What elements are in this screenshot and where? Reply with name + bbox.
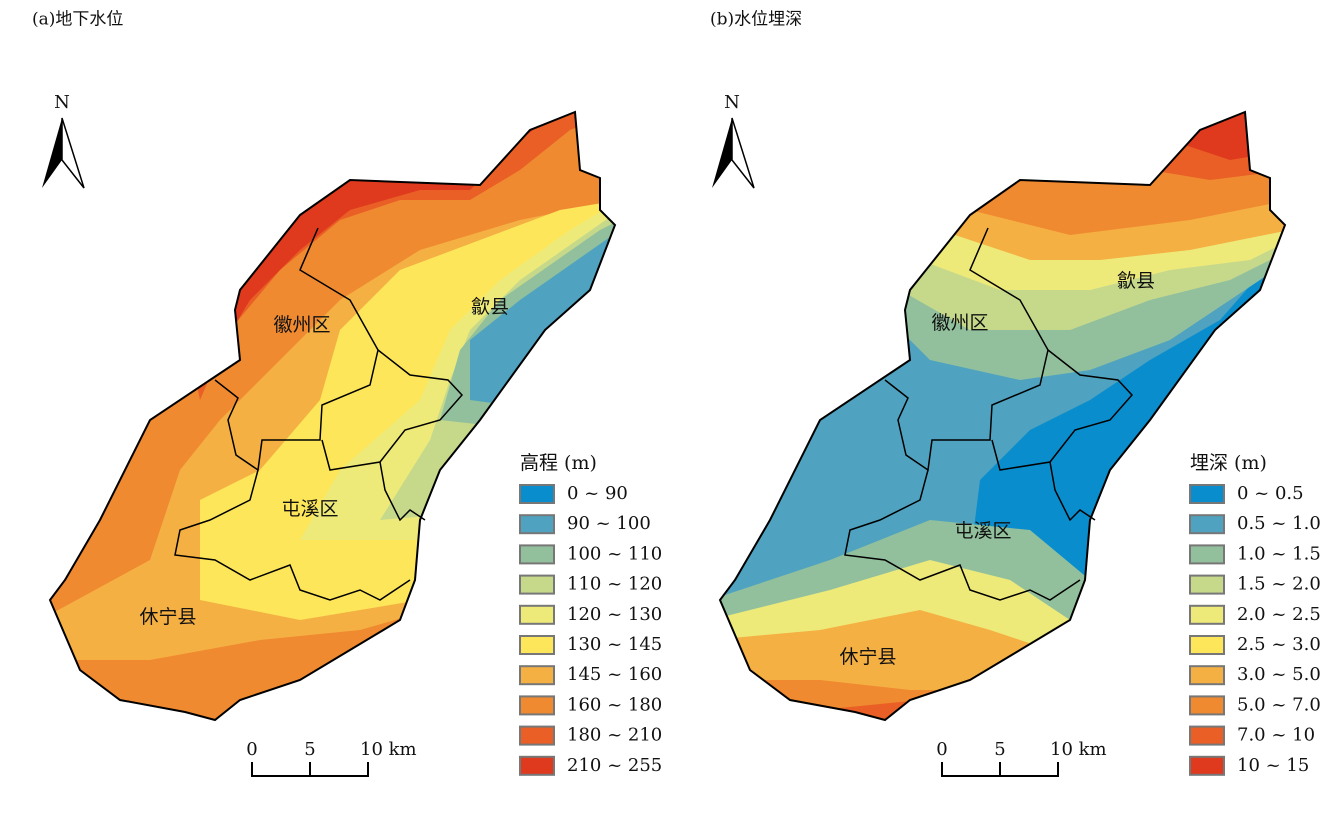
legend-swatch — [519, 484, 555, 504]
legend-label: 2.0 ~ 2.5 — [1237, 604, 1321, 625]
legend-swatch — [519, 695, 555, 716]
legend-swatch — [1189, 574, 1225, 595]
legend-label: 120 ~ 130 — [567, 604, 662, 625]
north-arrow-left — [42, 118, 62, 188]
region-label: 屯溪区 — [281, 498, 338, 520]
legend-label: 180 ~ 210 — [567, 725, 662, 746]
region-label: 徽州区 — [273, 314, 330, 336]
legend-swatch — [519, 665, 555, 686]
legend-label: 0 ~ 90 — [567, 483, 628, 504]
legend-swatch — [519, 544, 555, 565]
legend-label: 1.5 ~ 2.0 — [1237, 574, 1321, 595]
legend-swatch — [1189, 725, 1225, 746]
legend-label: 0.5 ~ 1.0 — [1237, 513, 1321, 534]
scale-label: 5 — [994, 739, 1005, 760]
legend-label: 0 ~ 0.5 — [1237, 483, 1304, 504]
legend-label: 130 ~ 145 — [567, 634, 662, 655]
region-label: 屯溪区 — [954, 520, 1011, 542]
legend-label: 10 ~ 15 — [1237, 755, 1309, 776]
legend-swatch — [519, 725, 555, 746]
legend-label: 110 ~ 120 — [567, 574, 662, 595]
legend-title: 高程 (m) — [520, 452, 597, 474]
district-border — [379, 461, 426, 522]
legend-swatch — [519, 755, 555, 776]
legend-label: 90 ~ 100 — [567, 513, 651, 534]
scale-label: 0 — [246, 739, 257, 760]
legend-label: 1.0 ~ 1.5 — [1237, 543, 1321, 564]
panel-title: (a)地下水位 — [32, 10, 123, 30]
scale-label: 10 km — [360, 739, 417, 760]
legend-label: 210 ~ 255 — [567, 755, 662, 776]
region-label: 休宁县 — [839, 646, 896, 668]
legend-swatch — [1189, 514, 1225, 535]
north-arrow-left — [712, 118, 732, 188]
legend-swatch — [519, 574, 555, 595]
panel-title: (b)水位埋深 — [710, 10, 802, 30]
legend-label: 100 ~ 110 — [567, 543, 662, 564]
scale-label: 5 — [304, 739, 315, 760]
legend-swatch — [1189, 665, 1225, 686]
district-border — [321, 349, 464, 471]
legend-swatch — [1189, 484, 1225, 504]
legend-swatch — [519, 635, 555, 655]
legend-label: 7.0 ~ 10 — [1237, 725, 1315, 746]
district-border — [174, 469, 411, 601]
scale-label: 10 km — [1050, 739, 1107, 760]
legend-label: 3.0 ~ 5.0 — [1237, 664, 1321, 685]
district-border — [884, 227, 1049, 472]
north-label: N — [724, 92, 740, 113]
district-border — [991, 349, 1134, 471]
legend-label: 5.0 ~ 7.0 — [1237, 694, 1321, 715]
legend-swatch — [1189, 544, 1225, 565]
legend-swatch — [1189, 755, 1225, 776]
scale-label: 0 — [936, 739, 947, 760]
legend-swatch — [1189, 695, 1225, 716]
region-label: 歙县 — [1117, 270, 1155, 292]
legend-title: 埋深 (m) — [1190, 452, 1267, 474]
north-label: N — [54, 92, 70, 113]
north-arrow-right — [731, 117, 755, 189]
map-zone — [1170, 112, 1285, 160]
legend-swatch — [1189, 635, 1225, 655]
district-border — [214, 227, 379, 472]
legend-swatch — [1189, 604, 1225, 625]
district-border — [844, 469, 1081, 601]
legend-swatch — [519, 514, 555, 535]
legend-label: 160 ~ 180 — [567, 694, 662, 715]
region-label: 徽州区 — [931, 312, 988, 334]
region-label: 休宁县 — [139, 606, 196, 628]
district-border — [1049, 461, 1096, 522]
region-label: 歙县 — [471, 296, 509, 318]
north-arrow-right — [61, 117, 85, 189]
legend-swatch — [519, 604, 555, 625]
legend-label: 2.5 ~ 3.0 — [1237, 634, 1321, 655]
legend-label: 145 ~ 160 — [567, 664, 662, 685]
